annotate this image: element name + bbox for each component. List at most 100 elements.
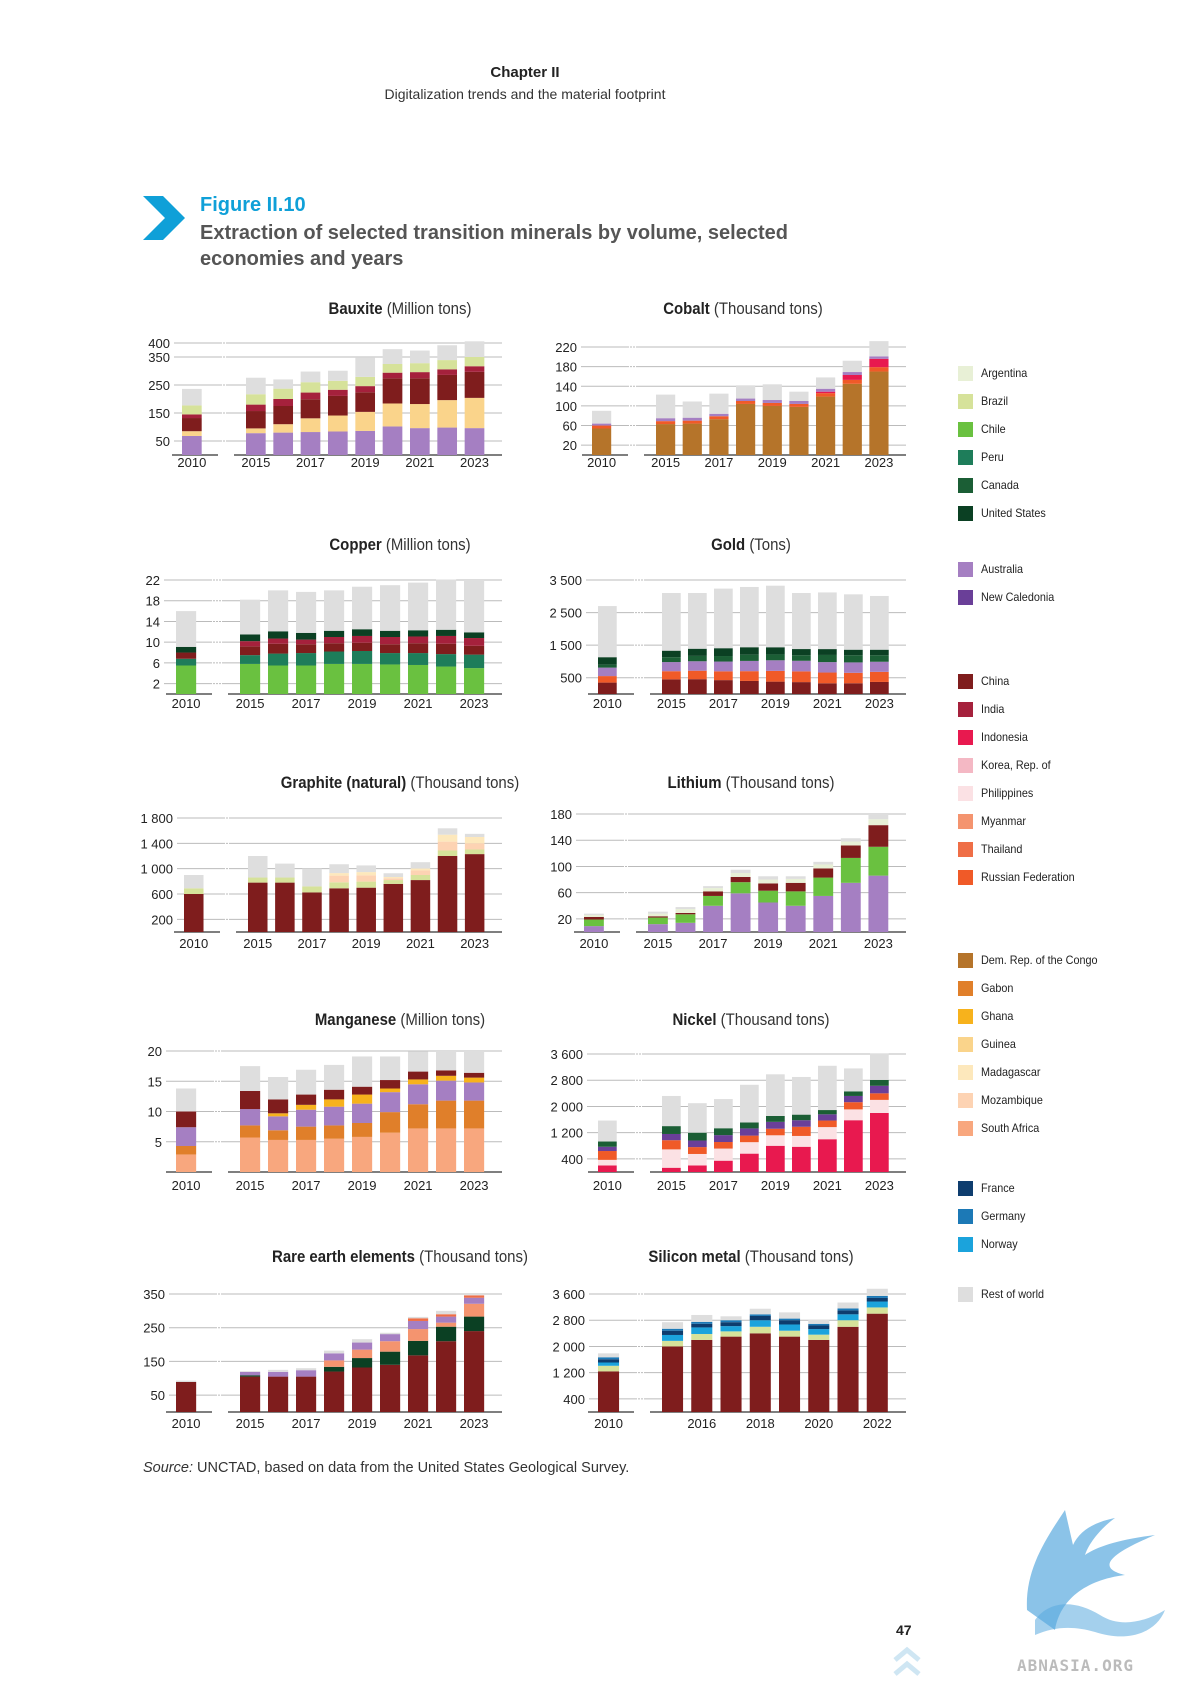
bar-segment xyxy=(740,587,759,647)
bar-segment xyxy=(688,679,707,694)
bar-segment xyxy=(355,377,375,386)
bar-segment xyxy=(408,1355,428,1412)
bar-segment xyxy=(656,418,675,421)
legend-swatch xyxy=(958,562,973,577)
bar-segment xyxy=(818,655,837,662)
bar-segment xyxy=(296,1377,316,1412)
bar-segment xyxy=(352,643,372,651)
legend-label: Guinea xyxy=(981,1037,1016,1051)
bar-segment xyxy=(703,886,723,888)
bar-segment xyxy=(328,431,348,455)
bar-segment xyxy=(683,421,702,424)
bar-segment xyxy=(437,360,457,369)
bar-segment xyxy=(240,1377,260,1412)
bar-segment xyxy=(758,876,778,879)
bar-segment xyxy=(240,1091,260,1109)
bar-segment xyxy=(240,1371,260,1372)
legend-item: South Africa xyxy=(958,1120,1046,1136)
bar-segment xyxy=(818,1114,837,1120)
bar-segment xyxy=(464,580,484,632)
bar-segment xyxy=(731,870,751,873)
bar-segment xyxy=(792,661,811,672)
bar-segment xyxy=(662,1149,681,1167)
bar-segment xyxy=(818,1066,837,1110)
chart-copper: Copper (Million tons)26101418222010 2015 2… xyxy=(146,536,502,711)
x-tick-label: 2021 xyxy=(404,1178,433,1193)
legend-item: New Caledonia xyxy=(958,589,1062,605)
bar-segment xyxy=(410,404,430,428)
legend-label: Indonesia xyxy=(981,730,1028,744)
bar-segment xyxy=(818,1127,837,1139)
legend-swatch xyxy=(958,786,973,801)
bar-segment xyxy=(598,1359,619,1362)
x-tick-label: 2010 xyxy=(177,455,206,470)
bar-segment xyxy=(688,1141,707,1148)
legend-swatch xyxy=(958,758,973,773)
bar-segment xyxy=(662,593,681,651)
bar-segment xyxy=(176,659,196,666)
bar-segment xyxy=(380,637,400,644)
bar-segment xyxy=(176,1146,196,1154)
bar-segment xyxy=(355,392,375,412)
bar-segment xyxy=(714,662,733,672)
y-tick-label: 2 800 xyxy=(552,1313,585,1328)
bar-segment xyxy=(750,1327,771,1334)
bar-segment xyxy=(779,1319,800,1321)
y-tick-label: 140 xyxy=(550,833,572,848)
bar-segment xyxy=(464,1128,484,1172)
bar-segment xyxy=(465,372,485,398)
bar-segment xyxy=(844,1102,863,1109)
legend-swatch xyxy=(958,1237,973,1252)
x-tick-label: 2023 xyxy=(460,696,489,711)
bar-segment xyxy=(275,878,295,883)
bar-segment xyxy=(656,424,675,455)
x-tick-label: 2023 xyxy=(460,1178,489,1193)
bar-segment xyxy=(779,1331,800,1337)
bar-segment xyxy=(436,1076,456,1081)
bar-segment xyxy=(240,641,260,646)
bar-segment xyxy=(355,431,375,455)
bar-segment xyxy=(465,837,485,843)
bar-segment xyxy=(352,1095,372,1104)
y-tick-label: 3 500 xyxy=(549,573,582,588)
bar-segment xyxy=(792,1127,811,1136)
bar-segment xyxy=(296,592,316,633)
bar-segment xyxy=(176,1382,196,1412)
bar-segment xyxy=(464,1304,484,1317)
legend-label: New Caledonia xyxy=(981,590,1054,604)
y-tick-label: 180 xyxy=(550,807,572,822)
chevron-up-icon xyxy=(892,1644,922,1680)
chart-graphite-natural: Graphite (natural) (Thousand tons)200600… xyxy=(140,774,519,951)
bar-segment xyxy=(324,1372,344,1412)
x-tick-label: 2010 xyxy=(172,1178,201,1193)
bar-segment xyxy=(356,865,376,872)
bar-segment xyxy=(870,1113,889,1172)
bar-segment xyxy=(383,349,403,364)
bar-segment xyxy=(736,385,755,398)
chart-title: Cobalt (Thousand tons) xyxy=(663,300,823,318)
y-tick-label: 100 xyxy=(550,859,572,874)
x-tick-label: 2017 xyxy=(704,455,733,470)
x-tick-label: 2020 xyxy=(804,1416,833,1431)
bar-segment xyxy=(740,655,759,661)
bar-segment xyxy=(438,842,458,851)
bar-segment xyxy=(838,1314,859,1320)
bar-segment xyxy=(465,357,485,366)
bar-segment xyxy=(676,914,696,923)
bar-segment xyxy=(436,1317,456,1323)
x-tick-label: 2019 xyxy=(761,696,790,711)
bar-segment xyxy=(182,418,202,431)
bar-segment xyxy=(598,1363,619,1366)
bar-segment xyxy=(868,876,888,932)
bar-segment xyxy=(714,656,733,662)
bar-segment xyxy=(731,893,751,932)
bar-segment xyxy=(598,1142,617,1147)
bar-segment xyxy=(688,1147,707,1154)
y-tick-label: 2 000 xyxy=(552,1339,585,1354)
bar-segment xyxy=(688,593,707,649)
bar-segment xyxy=(296,666,316,695)
bar-segment xyxy=(740,1085,759,1123)
bar-segment xyxy=(352,1343,372,1350)
bar-segment xyxy=(786,883,806,892)
bar-segment xyxy=(408,653,428,665)
